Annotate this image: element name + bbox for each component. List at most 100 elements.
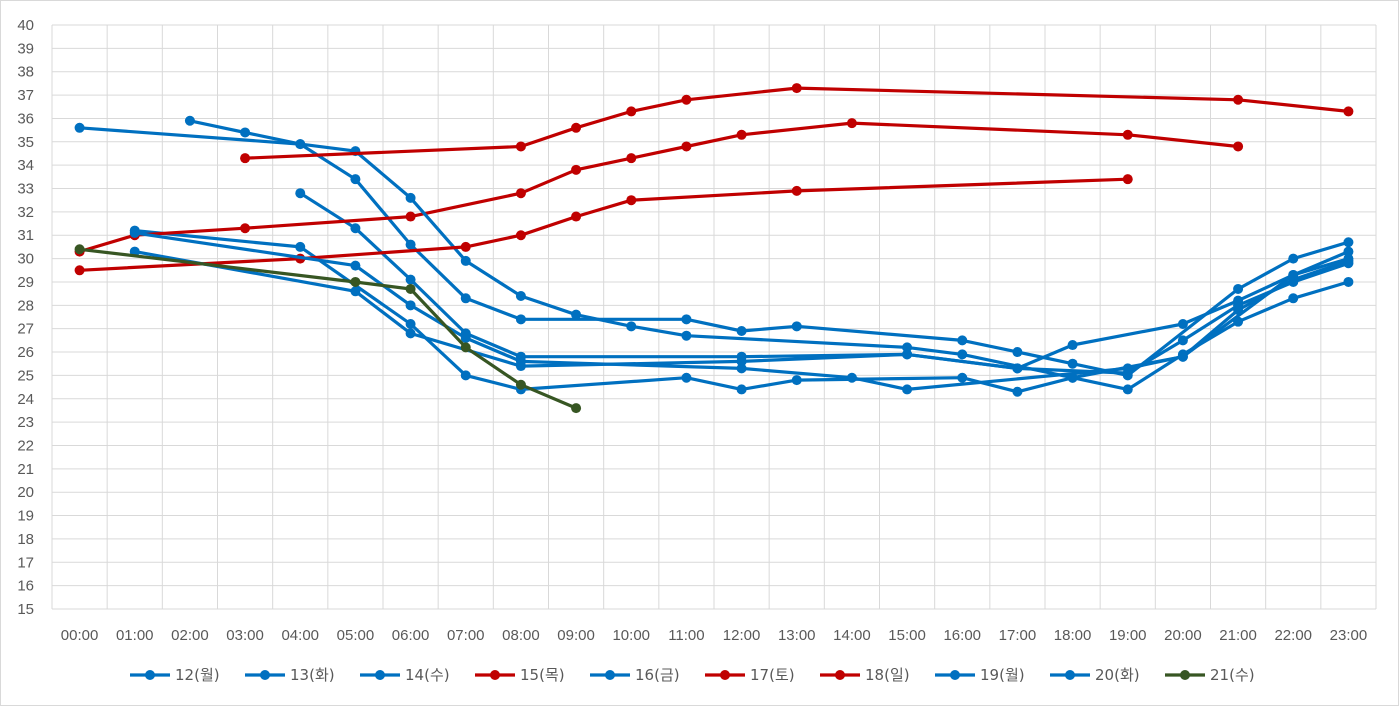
data-point	[240, 127, 251, 138]
legend-label: 18(일)	[865, 666, 910, 684]
data-point	[460, 370, 471, 381]
y-tick-label: 33	[17, 181, 34, 198]
legend-item: 13(화)	[245, 666, 335, 684]
data-point	[460, 255, 471, 266]
legend-swatch-marker	[720, 670, 730, 680]
data-point	[1012, 347, 1023, 358]
data-point	[405, 239, 416, 250]
legend-label: 19(월)	[980, 666, 1025, 684]
data-point	[791, 83, 802, 94]
legend-item: 18(일)	[820, 666, 910, 684]
data-point	[846, 372, 857, 383]
data-point	[1177, 319, 1188, 330]
data-point	[240, 153, 251, 164]
legend-label: 15(목)	[520, 666, 565, 684]
data-point	[1177, 351, 1188, 362]
y-tick-label: 17	[17, 554, 34, 571]
data-point	[681, 372, 692, 383]
legend-label: 12(월)	[175, 666, 220, 684]
x-tick-label: 12:00	[723, 627, 761, 644]
data-point	[129, 227, 140, 238]
y-tick-label: 19	[17, 508, 34, 525]
data-point	[736, 326, 747, 337]
x-tick-label: 03:00	[226, 627, 264, 644]
y-axis-ticks: 15 16 17 18 19 20 21 22 23 24 25 26 27 28 29 30 31 32 33 34…	[17, 17, 34, 618]
y-tick-label: 26	[17, 344, 34, 361]
data-point	[681, 314, 692, 325]
legend-label: 16(금)	[635, 666, 680, 684]
data-point	[515, 314, 526, 325]
x-tick-label: 11:00	[668, 627, 704, 644]
data-point	[1233, 316, 1244, 327]
y-tick-label: 31	[17, 227, 34, 244]
data-point	[405, 211, 416, 222]
data-point	[350, 276, 361, 287]
data-point	[515, 290, 526, 301]
y-tick-label: 15	[17, 601, 34, 618]
legend-label: 14(수)	[405, 666, 450, 684]
data-point	[571, 122, 582, 133]
data-point	[350, 223, 361, 234]
x-tick-label: 15:00	[888, 627, 926, 644]
data-point	[791, 185, 802, 196]
x-tick-label: 14:00	[833, 627, 871, 644]
data-point	[1067, 340, 1078, 351]
data-point	[405, 192, 416, 203]
data-point	[902, 349, 913, 360]
series-9	[74, 244, 582, 414]
data-point	[405, 283, 416, 294]
legend-swatch-marker	[605, 670, 615, 680]
data-point	[460, 333, 471, 344]
series-line	[77, 247, 578, 410]
x-tick-label: 09:00	[557, 627, 595, 644]
y-tick-label: 30	[17, 251, 34, 268]
data-point	[1067, 358, 1078, 369]
data-point	[515, 356, 526, 367]
data-point	[295, 139, 306, 150]
y-tick-label: 39	[17, 40, 34, 57]
x-tick-label: 23:00	[1330, 627, 1368, 644]
series-line	[77, 121, 1240, 254]
data-point	[460, 241, 471, 252]
x-tick-label: 10:00	[612, 627, 650, 644]
x-tick-label: 19:00	[1109, 627, 1147, 644]
data-point	[295, 241, 306, 252]
data-point	[350, 260, 361, 271]
data-point	[1233, 94, 1244, 105]
series-4	[74, 122, 1354, 395]
data-point	[1012, 363, 1023, 374]
grid	[51, 24, 1377, 610]
data-point	[1343, 246, 1354, 257]
data-point	[571, 403, 582, 414]
data-point	[515, 141, 526, 152]
x-tick-label: 21:00	[1219, 627, 1257, 644]
legend-swatch-marker	[1065, 670, 1075, 680]
y-tick-label: 20	[17, 484, 34, 501]
data-point	[1233, 304, 1244, 315]
y-tick-label: 25	[17, 367, 34, 384]
y-tick-label: 27	[17, 321, 34, 338]
data-point	[626, 321, 637, 332]
data-point	[1012, 386, 1023, 397]
data-point	[1343, 255, 1354, 266]
x-tick-label: 04:00	[281, 627, 319, 644]
legend-swatch-marker	[490, 670, 500, 680]
data-point	[74, 122, 85, 133]
data-point	[405, 319, 416, 330]
y-tick-label: 24	[17, 391, 34, 408]
data-point	[736, 356, 747, 367]
legend-item: 12(월)	[130, 666, 220, 684]
data-point	[571, 211, 582, 222]
legend-item: 21(수)	[1165, 666, 1255, 684]
series-1	[184, 115, 1354, 381]
legend-swatch-marker	[1180, 670, 1190, 680]
data-point	[1122, 129, 1133, 140]
legend-item: 14(수)	[360, 666, 450, 684]
y-tick-label: 18	[17, 531, 34, 548]
series-line	[243, 86, 1351, 160]
data-point	[74, 244, 85, 255]
legend-swatch-marker	[950, 670, 960, 680]
data-point	[571, 309, 582, 320]
x-tick-label: 00:00	[61, 627, 99, 644]
